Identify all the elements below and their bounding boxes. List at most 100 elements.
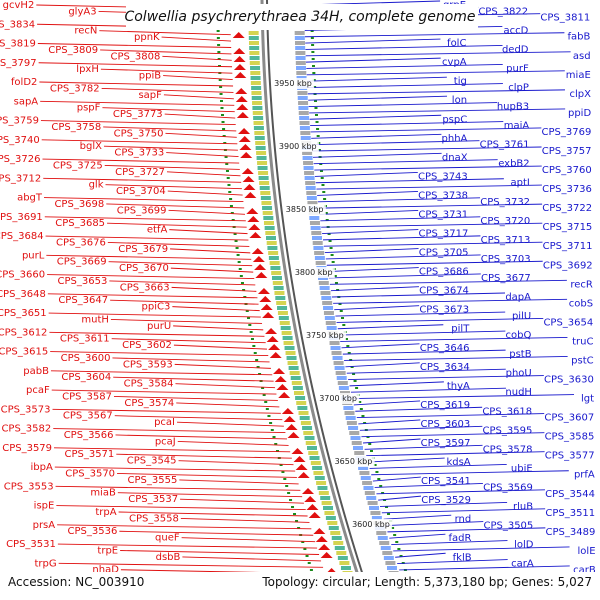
cog-block-plus xyxy=(248,36,259,40)
left-gene-label: trpE xyxy=(97,545,118,556)
gc-dot xyxy=(283,478,287,480)
cog-block-minus xyxy=(296,66,307,70)
left-gene-label: CPS_3733 xyxy=(114,148,164,159)
right-gene-label: CPS_3529 xyxy=(421,495,471,506)
gc-dot xyxy=(295,520,299,522)
plus-strand-gene xyxy=(313,528,326,534)
left-gene-label: CPS_3602 xyxy=(122,340,172,351)
left-label-leader xyxy=(40,120,236,125)
right-label-leader xyxy=(353,400,421,406)
left-gene-label: purU xyxy=(147,321,171,332)
right-label-leader xyxy=(389,533,446,539)
cog-block-plus xyxy=(291,381,302,385)
gc-dot xyxy=(301,541,305,543)
plus-strand-gene xyxy=(265,328,278,334)
plus-strand-gene xyxy=(235,88,248,94)
gc-dot xyxy=(399,555,403,557)
left-label-leader xyxy=(57,543,318,549)
plus-strand-gene xyxy=(257,288,270,294)
cog-block-minus xyxy=(362,481,373,485)
left-gene-label: dsbB xyxy=(156,552,181,563)
gc-dot xyxy=(338,303,342,305)
cog-block-minus xyxy=(296,71,307,75)
cog-block-minus xyxy=(370,511,381,515)
cog-block-minus xyxy=(295,61,306,65)
cog-block-minus xyxy=(302,156,313,160)
left-gene-label: CPS_3773 xyxy=(113,109,163,120)
right-gene-label: cobQ xyxy=(506,330,532,341)
right-gene-label: folC xyxy=(447,38,466,49)
gc-dot xyxy=(316,128,320,130)
right-gene-label: CPS_3541 xyxy=(421,476,471,487)
cog-block-plus xyxy=(266,241,277,245)
right-gene-label: phhA xyxy=(442,133,468,144)
gc-dot xyxy=(237,261,241,263)
gc-dot xyxy=(253,352,257,354)
gc-dot xyxy=(230,212,234,214)
gc-dot xyxy=(216,37,220,39)
right-label-leader xyxy=(305,51,571,57)
right-label-leader xyxy=(364,444,483,450)
cog-block-plus xyxy=(271,271,282,275)
gc-dot xyxy=(234,240,238,242)
cog-block-minus xyxy=(324,316,335,320)
left-gene-label: ibpA xyxy=(30,462,52,473)
left-gene-label: CPS_3536 xyxy=(68,526,118,537)
right-gene-label: lolE xyxy=(578,546,596,557)
cog-block-plus xyxy=(250,76,261,80)
cog-block-minus xyxy=(299,121,310,125)
gc-dot xyxy=(285,485,289,487)
right-label-leader xyxy=(306,70,565,76)
cog-block-minus xyxy=(313,246,324,250)
cog-block-minus xyxy=(376,531,387,535)
cog-block-minus xyxy=(294,41,305,45)
cog-block-plus xyxy=(298,411,309,415)
cog-block-plus xyxy=(305,441,316,445)
cog-block-plus xyxy=(262,206,273,210)
left-gene-label: CPS_3570 xyxy=(65,468,115,479)
gc-dot xyxy=(220,114,224,116)
left-label-leader xyxy=(165,132,237,138)
gc-dot xyxy=(328,240,332,242)
left-label-leader xyxy=(47,274,255,279)
kbp-tick-bg xyxy=(317,393,360,404)
plus-strand-gene xyxy=(259,296,272,302)
right-gene-label: pspC xyxy=(442,114,467,125)
plus-strand-gene xyxy=(276,384,289,390)
right-gene-label: CPS_3760 xyxy=(542,165,592,176)
right-gene-label: CPS_3822 xyxy=(478,6,528,17)
left-label-leader xyxy=(113,396,278,401)
gc-dot xyxy=(316,135,320,137)
cog-block-plus xyxy=(310,461,321,465)
cog-block-minus xyxy=(354,451,365,455)
gc-dot xyxy=(323,198,327,200)
right-gene-label: CPS_3686 xyxy=(419,267,469,278)
cog-block-minus xyxy=(311,231,322,235)
right-label-leader xyxy=(311,133,442,139)
gc-dot xyxy=(235,247,239,249)
right-gene-label: truC xyxy=(572,336,593,347)
cog-block-plus xyxy=(250,81,261,85)
gc-dot xyxy=(350,366,354,368)
gc-dot xyxy=(391,527,395,529)
right-gene-label: CPS_3722 xyxy=(542,203,592,214)
left-gene-label: miaB xyxy=(90,488,116,499)
kbp-tick-bg xyxy=(350,519,393,530)
cog-block-plus xyxy=(295,396,306,400)
right-gene-label: CPS_3711 xyxy=(543,241,593,252)
right-gene-label: CPS_3677 xyxy=(481,273,531,284)
cog-block-plus xyxy=(327,521,338,525)
gc-dot xyxy=(303,548,307,550)
right-label-leader xyxy=(333,298,568,304)
gc-dot xyxy=(217,51,221,53)
cog-block-minus xyxy=(307,201,318,205)
right-label-leader xyxy=(325,254,481,260)
cog-block-minus xyxy=(299,116,310,120)
right-label-leader xyxy=(345,362,420,368)
cog-block-minus xyxy=(379,541,390,545)
accession-text: Accession: NC_003910 xyxy=(8,575,144,589)
gc-dot xyxy=(267,415,271,417)
gc-dot xyxy=(322,191,326,193)
right-label-leader xyxy=(310,127,542,133)
cog-block-minus xyxy=(312,241,323,245)
